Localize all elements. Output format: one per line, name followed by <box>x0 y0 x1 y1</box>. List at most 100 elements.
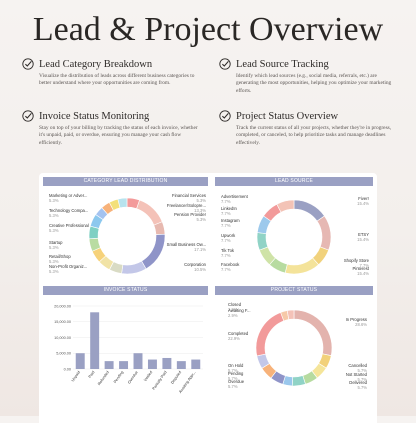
slice-name: Overdue <box>228 379 245 384</box>
slice-name: Technology Compa... <box>49 208 89 213</box>
donut-slice <box>256 232 269 251</box>
slice-label: Awaiting F... 2.9% <box>228 308 251 318</box>
slice-percent: 28.6% <box>355 321 367 327</box>
slice-percent: 7.7% <box>221 237 231 243</box>
y-tick-label: 20,000.00 <box>54 304 71 308</box>
donut-slice <box>316 215 332 251</box>
bar-chart: 20,000.00 15,000.00 10,000.00 5,000.00 0.00U… <box>54 304 203 394</box>
feature-invoice-status: Invoice Status Monitoring Stay on top of… <box>22 110 198 147</box>
feature-description: Track the current status of all your pro… <box>236 125 392 146</box>
slice-percent: 7.7% <box>359 262 369 268</box>
x-tick-label: Unpaid <box>71 370 81 382</box>
slice-percent: 17.1% <box>194 246 206 252</box>
y-tick-label: 5,000.00 <box>56 352 71 356</box>
feature-description: Stay on top of your billing by tracking … <box>39 125 198 146</box>
slice-label: Not Started 5.7% <box>345 372 367 382</box>
slice-name: Retail/Shop <box>49 254 71 259</box>
feature-lead-source: Lead Source Tracking Identify which lead… <box>219 58 395 95</box>
slice-percent: 7.7% <box>221 266 231 272</box>
slice-label: Marketing or Adver... 5.3% <box>49 193 88 203</box>
slice-label: Shopify Store 7.7% <box>344 258 369 268</box>
slice-name: Facebook <box>221 262 240 267</box>
slice-name: Closed <box>228 302 242 307</box>
x-tick-label: Disputed <box>170 370 182 385</box>
donut-slice <box>284 257 319 275</box>
feature-title: Lead Category Breakdown <box>39 58 153 70</box>
slice-name: Small Business Ow... <box>166 242 206 247</box>
x-tick-label: Paid <box>88 370 96 379</box>
invoice-bar <box>104 361 114 369</box>
slice-name: Marketing or Adver... <box>49 193 88 198</box>
slice-name: Fiverr <box>358 196 369 201</box>
check-circle-icon <box>219 110 231 122</box>
slice-percent: 7.7% <box>221 210 231 216</box>
donut-slice <box>291 375 306 387</box>
donut-slice <box>141 233 166 270</box>
lead-source-panel: LEAD SOURCE Advertisement 7.7% LinkedIn 7.7… <box>215 177 373 280</box>
donut-slice <box>293 309 333 357</box>
slice-label: Advertisement 7.7% <box>221 194 248 204</box>
slice-percent: 15.4% <box>357 270 369 276</box>
invoice-bar <box>75 353 85 369</box>
donut-slice <box>136 199 163 226</box>
feature-lead-category: Lead Category Breakdown Visualize the di… <box>22 58 198 88</box>
slice-label: Fiverr 15.4% <box>357 196 369 206</box>
slice-name: Completed <box>228 331 249 336</box>
slice-percent: 5.3% <box>49 244 59 250</box>
slice-percent: 15.4% <box>357 200 369 206</box>
slice-percent: 5.3% <box>49 212 59 218</box>
x-tick-label: Partially Paid <box>152 370 168 390</box>
slice-percent: 15.4% <box>357 236 369 242</box>
slice-name: Tik Tok <box>221 248 235 253</box>
y-tick-label: 15,000.00 <box>54 320 71 324</box>
slice-percent: 2.9% <box>228 312 238 318</box>
feature-title: Lead Source Tracking <box>236 58 329 70</box>
panel-header: LEAD SOURCE <box>215 177 373 186</box>
check-circle-icon <box>219 58 231 70</box>
slice-label: Non-Profit Organiz... 5.3% <box>49 264 88 274</box>
slice-percent: 5.7% <box>357 376 367 382</box>
donut-slice <box>276 199 295 213</box>
slice-label: LinkedIn 7.7% <box>221 206 237 216</box>
slice-percent: 5.7% <box>357 367 367 373</box>
slice-label: In Progress 28.6% <box>346 317 367 327</box>
donut-chart <box>256 199 332 275</box>
invoice-bar <box>133 353 143 369</box>
slice-label: Overdue 5.7% <box>228 379 245 389</box>
x-tick-label: Voided <box>143 370 153 382</box>
slice-percent: 10.5% <box>194 266 206 272</box>
invoice-bar <box>191 359 201 369</box>
panel-header: INVOICE STATUS <box>43 286 208 295</box>
y-tick-label: 0.00 <box>64 367 71 371</box>
slice-name: On Hold <box>228 363 244 368</box>
slice-percent: 5.7% <box>357 384 367 390</box>
panel-header: PROJECT STATUS <box>215 286 373 295</box>
slice-label: Pending 5.7% <box>228 371 244 381</box>
slice-label: ETSY 15.4% <box>357 232 369 242</box>
invoice-bar <box>176 361 186 369</box>
slice-name: Pinterest <box>352 266 369 271</box>
slice-percent: 5.7% <box>228 375 238 381</box>
slice-name: Pending <box>228 371 244 376</box>
feature-description: Visualize the distribution of leads acro… <box>39 73 195 87</box>
feature-description: Identify which lead sources (e.g., socia… <box>236 73 392 94</box>
slice-percent: 7.7% <box>221 198 231 204</box>
slice-label: Technology Compa... 5.3% <box>49 208 89 218</box>
slice-name: Instagram <box>221 218 240 223</box>
slice-label: Pinterest 15.4% <box>352 266 369 276</box>
donut-slice <box>286 309 295 320</box>
check-circle-icon <box>22 58 34 70</box>
slice-name: Non-Profit Organiz... <box>49 264 88 269</box>
slice-percent: 5.7% <box>228 383 238 389</box>
slice-percent: 5.3% <box>196 197 206 203</box>
slice-name: Financial Services <box>172 193 206 198</box>
invoice-bar <box>162 357 172 369</box>
donut-slice <box>121 260 147 275</box>
invoice-status-panel: INVOICE STATUS 20,000.00 15,000.00 10,000.… <box>43 286 208 398</box>
slice-percent: 13.3% <box>194 207 206 213</box>
slice-name: Awaiting F... <box>228 308 251 313</box>
panel-header: CATEGORY LEAD DISTRIBUTION <box>43 177 208 186</box>
x-tick-label: Overdue <box>127 370 139 384</box>
slice-label: On Hold 5.7% <box>228 363 244 373</box>
slice-name: Not Started <box>345 372 367 377</box>
